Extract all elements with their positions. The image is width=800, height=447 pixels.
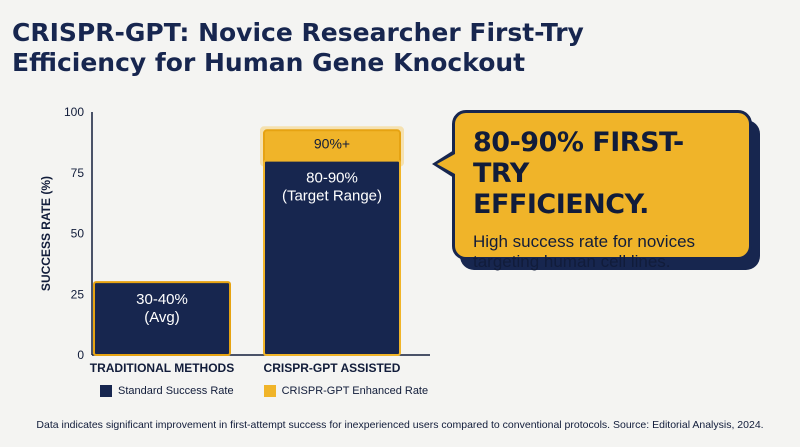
legend: Standard Success Rate CRISPR-GPT Enhance… — [100, 385, 428, 397]
legend-label-standard: Standard Success Rate — [118, 385, 234, 397]
callout-headline-line1: 80-90% FIRST-TRY — [473, 127, 684, 189]
bar-standard-1 — [263, 159, 401, 356]
callout-body-line2: targeting human cell lines. — [473, 252, 671, 271]
y-tick-label-75: 75 — [71, 166, 85, 180]
x-category-label-1: CRISPR-GPT ASSISTED — [264, 361, 401, 375]
bar-label-standard-0-1: (Avg) — [144, 309, 180, 326]
bar-standard-0 — [93, 281, 231, 357]
callout-headline: 80-90% FIRST-TRY EFFICIENCY. — [473, 127, 731, 220]
bar-label-enhanced-1-0: 90%+ — [314, 135, 350, 151]
callout-tail-fill — [437, 154, 455, 174]
callout-headline-line2: EFFICIENCY. — [473, 189, 649, 220]
callout-body: High success rate for novices targeting … — [473, 232, 731, 272]
legend-label-enhanced: CRISPR-GPT Enhanced Rate — [281, 385, 429, 397]
footer-source-note: Data indicates significant improvement i… — [36, 419, 764, 431]
legend-swatch-standard — [100, 385, 112, 397]
legend-item-standard: Standard Success Rate — [100, 385, 234, 397]
bar-label-standard-1-0: 80-90% — [306, 170, 358, 187]
y-axis-label: SUCCESS RATE (%) — [39, 176, 53, 291]
y-tick-label-100: 100 — [64, 105, 84, 119]
y-tick-label-0: 0 — [77, 348, 84, 362]
chart-title: CRISPR-GPT: Novice Researcher First-Try … — [12, 18, 584, 77]
x-category-label-0: TRADITIONAL METHODS — [90, 361, 234, 375]
callout-body-line1: High success rate for novices — [473, 232, 696, 251]
legend-item-enhanced: CRISPR-GPT Enhanced Rate — [263, 385, 429, 397]
bar-chart: 0 25 50 75 100 SUCCESS RATE (%) 30-40%(Avg) TRA… — [39, 105, 430, 375]
legend-swatch-enhanced — [263, 385, 276, 397]
y-tick-label-50: 50 — [71, 227, 85, 241]
bar-label-standard-1-1: (Target Range) — [282, 188, 382, 205]
callout-box: 80-90% FIRST-TRY EFFICIENCY. High succes… — [452, 110, 752, 271]
bar-label-standard-0-0: 30-40% — [136, 291, 188, 308]
y-tick-label-25: 25 — [71, 287, 85, 301]
